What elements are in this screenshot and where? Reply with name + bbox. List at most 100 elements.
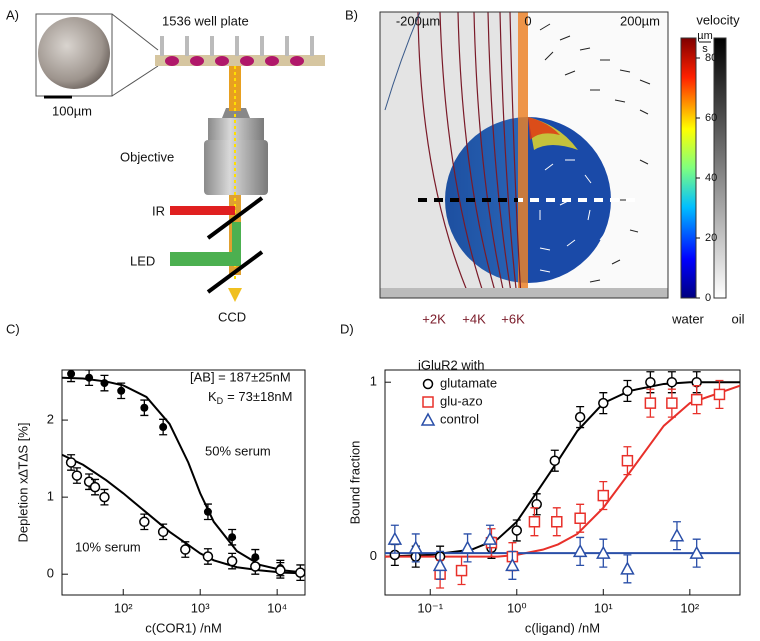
legend-marker — [422, 414, 434, 425]
point — [529, 517, 539, 527]
panel-label: C) — [6, 321, 20, 336]
point — [140, 404, 148, 412]
point — [457, 566, 467, 576]
point — [203, 552, 212, 561]
point — [100, 379, 108, 387]
heat-line — [518, 12, 528, 298]
panel-label: B) — [345, 7, 358, 22]
colorbar-tick-label: 40 — [705, 172, 717, 184]
x-tick-label: 10³ — [191, 600, 210, 615]
point — [159, 423, 167, 431]
plot-area — [385, 372, 740, 588]
point — [100, 493, 109, 502]
point — [204, 508, 212, 516]
point — [462, 542, 474, 553]
contour-label: +2K — [422, 311, 446, 326]
point — [296, 568, 305, 577]
point — [72, 471, 81, 480]
x-tick-label: 10² — [680, 600, 699, 615]
fit-curve — [385, 386, 740, 557]
y-axis-label: Depletion x∆T∆S [%] — [15, 423, 30, 543]
y-tick-label: 0 — [47, 566, 54, 581]
point — [389, 533, 401, 544]
point — [117, 387, 125, 395]
annotation: KD= 73±18nM — [208, 389, 293, 406]
point — [67, 370, 75, 378]
contour-label: +6K — [501, 311, 525, 326]
point — [575, 513, 585, 523]
fit-curve — [385, 382, 740, 556]
colorbar-tick-label: 80 — [705, 52, 717, 64]
plate-bottom — [380, 288, 668, 298]
point — [667, 398, 677, 408]
x-tick-label: 10² — [114, 600, 133, 615]
objective-label: Objective — [120, 149, 174, 164]
point — [181, 545, 190, 554]
droplet-image — [38, 17, 110, 89]
y-tick-label: 1 — [47, 489, 54, 504]
point — [276, 566, 285, 575]
oil-label: oil — [731, 311, 744, 326]
legend-marker — [424, 380, 433, 389]
scale-label: 100µm — [52, 103, 92, 118]
x-tick-label: 10¹ — [594, 600, 613, 615]
annotation-part: = 73±18nM — [227, 389, 292, 404]
colorbar-tick-label: 20 — [705, 232, 717, 244]
x-axis-label: c(COR1) /nM — [145, 620, 222, 635]
ccd-label: CCD — [218, 309, 246, 324]
panel-label: A) — [6, 7, 19, 22]
legend-label: glutamate — [440, 375, 497, 390]
point — [512, 526, 521, 535]
x-axis-label: c(ligand) /nM — [525, 620, 600, 635]
point — [622, 456, 632, 466]
x-tick-label: 10⁰ — [507, 600, 527, 615]
point — [598, 491, 608, 501]
zoom-line — [112, 14, 158, 50]
point — [646, 378, 655, 387]
zoom-line — [112, 66, 158, 96]
led-label: LED — [130, 253, 155, 268]
ir-label: IR — [152, 203, 165, 218]
point — [91, 483, 100, 492]
point — [714, 389, 724, 399]
panel-a: A) 100µm 1536 well plate Objective IR LE… — [6, 7, 325, 324]
colorbar-title: velocity — [696, 12, 740, 27]
x-tick-label: 10⁴ — [267, 600, 287, 615]
y-tick-label: 2 — [47, 412, 54, 427]
annotation: [AB] = 187±25nM — [190, 369, 291, 384]
unit: µm — [697, 30, 713, 42]
point — [434, 559, 446, 570]
y-tick-label: 1 — [370, 374, 377, 389]
point — [671, 530, 683, 541]
contour-label: +4K — [462, 311, 486, 326]
arrow-head — [228, 288, 242, 302]
x-tick-label: 200µm — [620, 13, 660, 28]
point — [574, 545, 586, 556]
point — [576, 413, 585, 422]
panel-label: D) — [340, 321, 354, 336]
annotation-part: D — [217, 396, 224, 406]
x-tick-label: 0 — [524, 13, 531, 28]
well-plate — [155, 36, 325, 66]
legend-label: control — [440, 411, 479, 426]
point — [552, 517, 562, 527]
fit-curve — [62, 455, 305, 574]
point — [550, 456, 559, 465]
figure: A) 100µm 1536 well plate Objective IR LE… — [0, 0, 760, 641]
legend-marker — [423, 397, 433, 407]
colorbar-tick-label: 0 — [705, 292, 711, 304]
point — [667, 378, 676, 387]
legend-label: glu-azo — [440, 393, 483, 408]
point — [228, 533, 236, 541]
ir-beam — [170, 206, 235, 215]
y-axis-label: Bound fraction — [347, 441, 362, 525]
x-tick-label: 10⁻¹ — [417, 600, 443, 615]
water-label: water — [671, 311, 704, 326]
colorbar — [714, 38, 726, 298]
point — [599, 399, 608, 408]
plate-label: 1536 well plate — [162, 13, 249, 28]
colorbar-tick-label: 60 — [705, 112, 717, 124]
point — [692, 395, 702, 405]
x-tick-label: -200µm — [396, 13, 440, 28]
point — [621, 563, 633, 574]
